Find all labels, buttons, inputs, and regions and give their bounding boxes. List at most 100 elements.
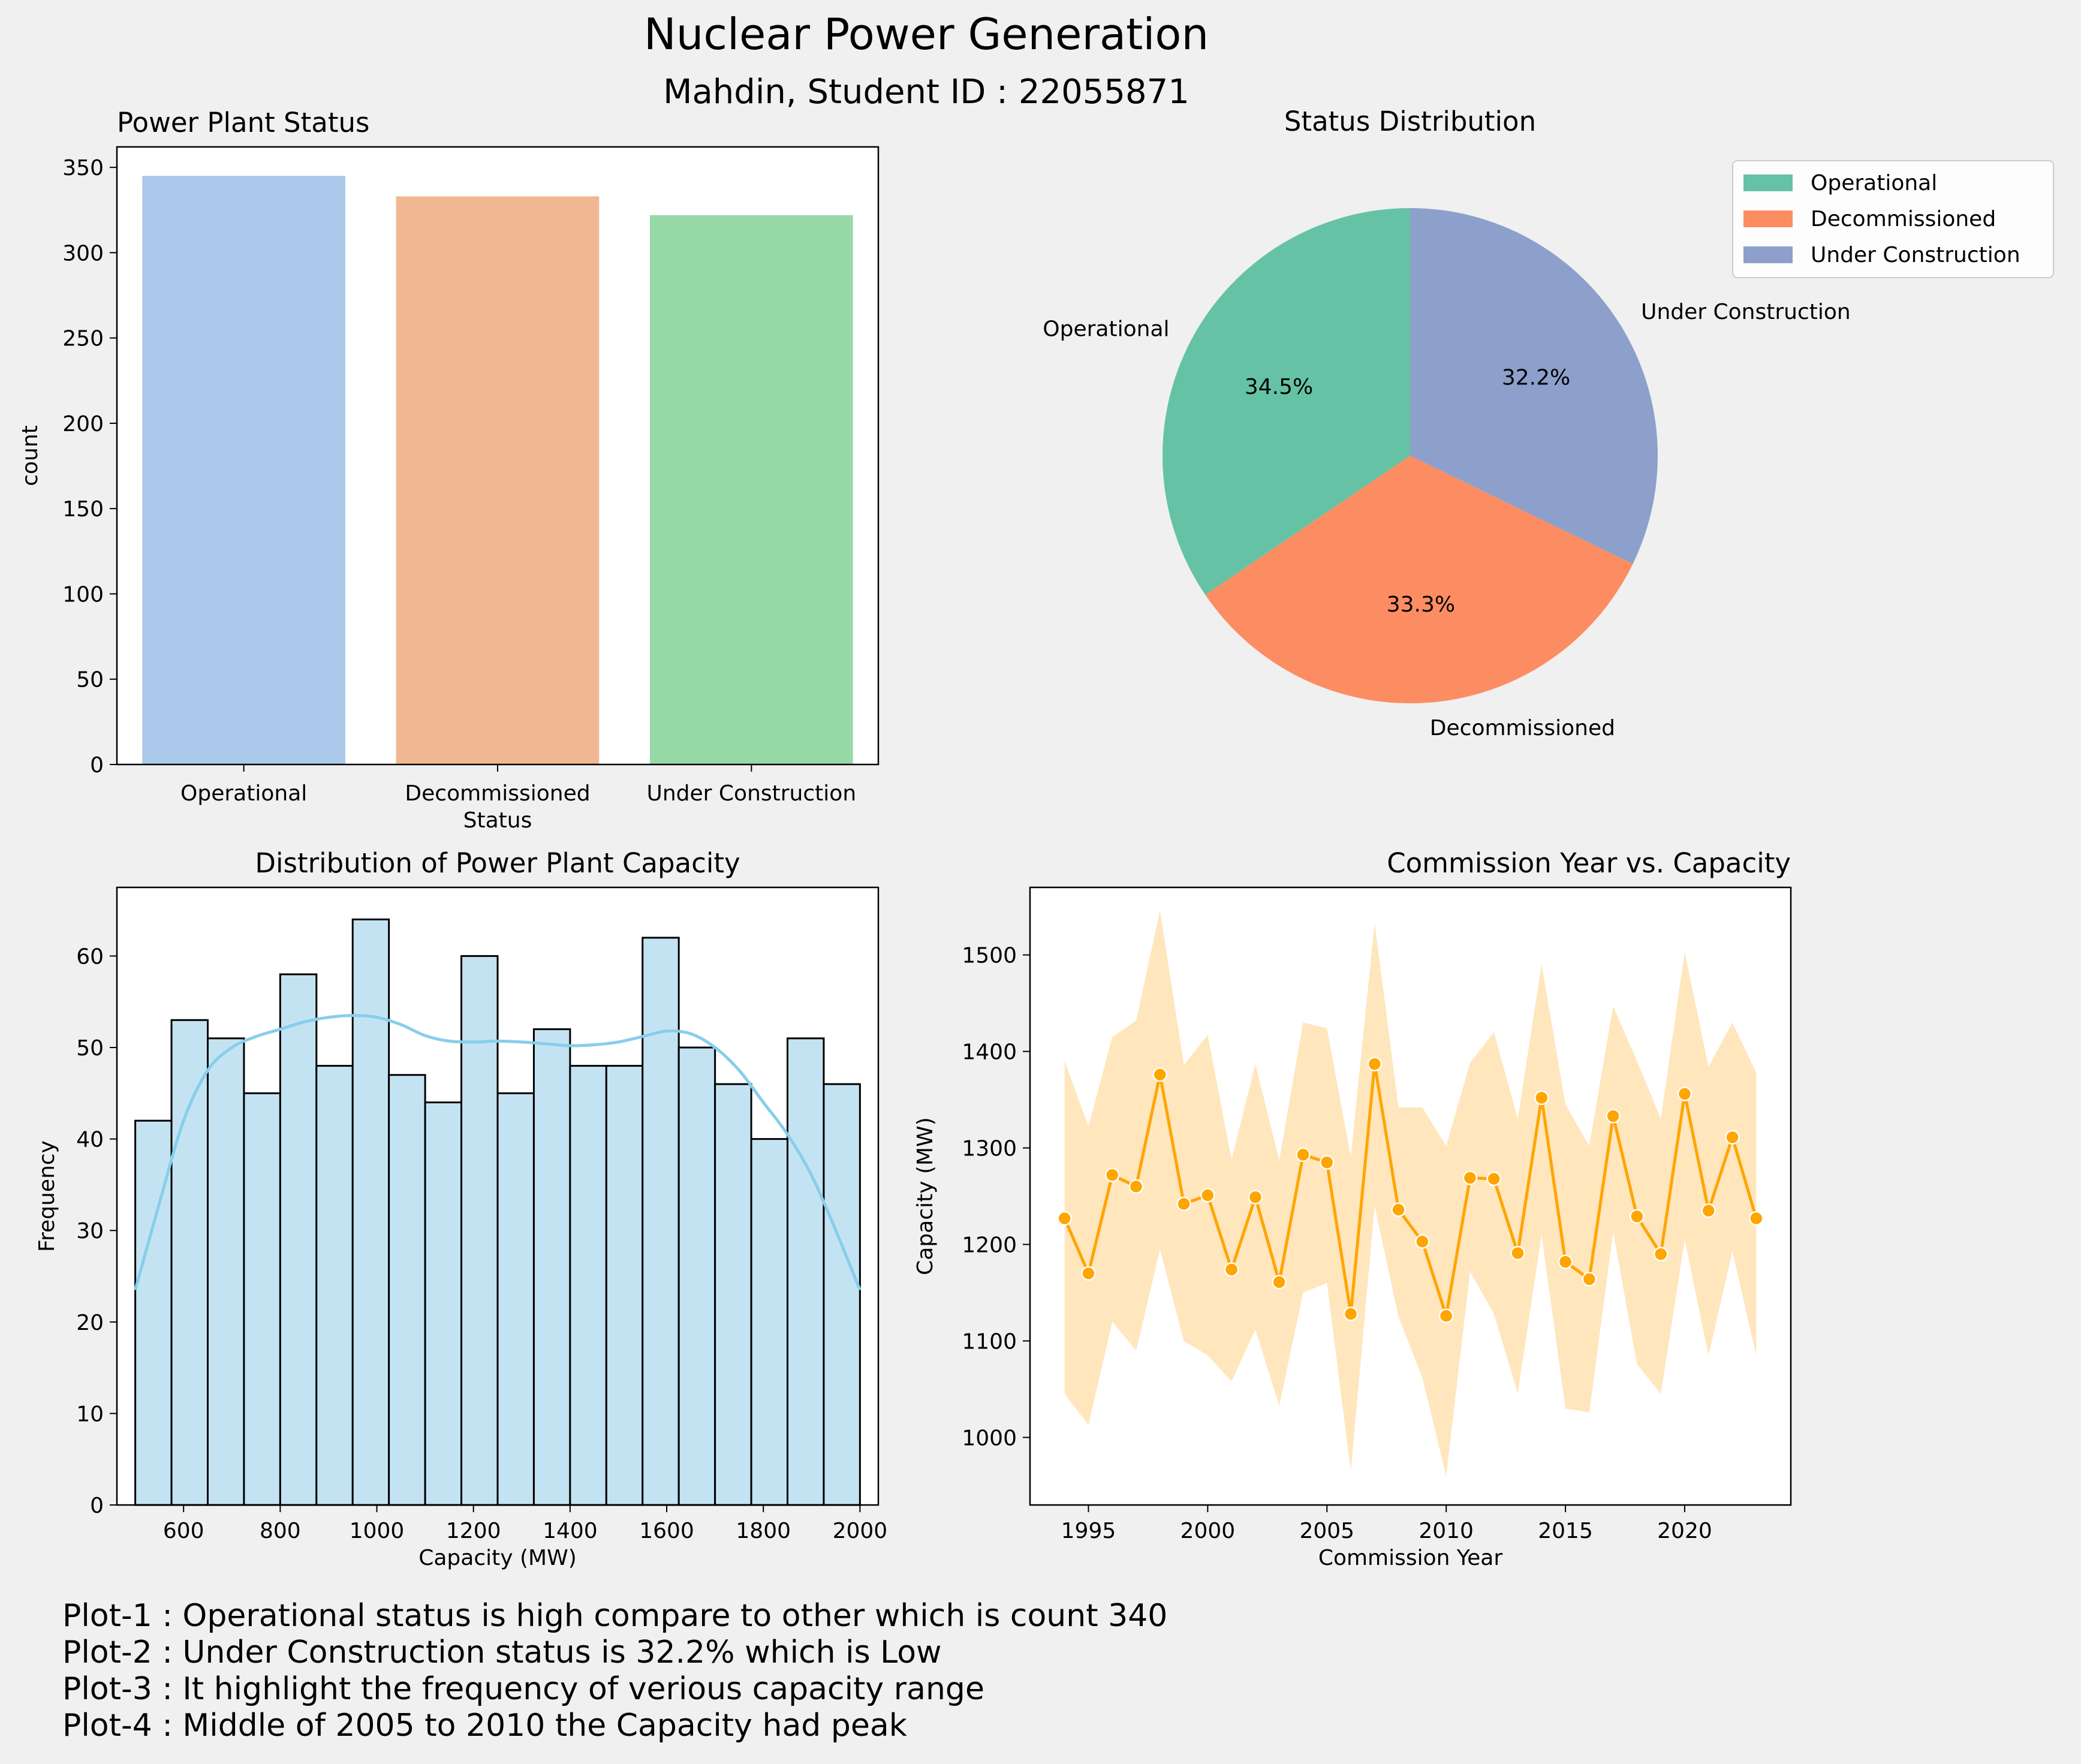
data-point (1224, 1262, 1239, 1277)
y-tick-label: 300 (62, 241, 104, 266)
data-point (1558, 1254, 1573, 1269)
chart-title: Distribution of Power Plant Capacity (255, 847, 740, 879)
data-point (1272, 1274, 1287, 1290)
kde-line (134, 1014, 862, 1291)
capacity-histogram: 600 800 1000 1200 1400 1600 1800 2000 0 10 20 30 40 5… (35, 847, 887, 1570)
data-point (1725, 1130, 1740, 1145)
y-tick-label: 0 (90, 753, 104, 778)
histogram-bar (351, 918, 390, 1506)
y-tick-label: 50 (76, 668, 104, 693)
legend-label: Under Construction (1811, 243, 2020, 267)
legend-label: Operational (1811, 171, 1937, 195)
data-point (1510, 1245, 1525, 1261)
axes-frame (116, 886, 880, 1506)
histogram-bar (677, 1046, 716, 1506)
x-tick-label: Operational (180, 781, 307, 806)
y-tick-label: 1300 (962, 1137, 1017, 1161)
x-tick-label: 1200 (446, 1519, 501, 1543)
x-axis-label: Commission Year (1318, 1546, 1503, 1570)
data-point (1081, 1266, 1096, 1281)
x-tick-label: 2010 (1419, 1519, 1474, 1543)
x-tick-label: Decommissioned (405, 781, 590, 806)
data-point (1438, 1308, 1454, 1323)
legend-box (1732, 160, 2054, 278)
status-pie-chart: 34.5% Operational 33.3% Decommissioned 32.2%… (1043, 106, 2054, 740)
y-tick-label: 1100 (962, 1329, 1017, 1354)
axes-frame (1029, 886, 1792, 1506)
data-point (1486, 1171, 1501, 1187)
y-tick-label: 40 (76, 1128, 104, 1152)
histogram-bar (605, 1065, 644, 1506)
y-tick-label: 20 (76, 1311, 104, 1335)
legend-swatch (1743, 246, 1793, 263)
x-tick-label: 2005 (1299, 1519, 1354, 1543)
legend-swatch (1743, 174, 1793, 191)
y-tick-label: 1200 (962, 1233, 1017, 1257)
histogram-bar (714, 1083, 752, 1506)
data-point (1200, 1188, 1215, 1203)
y-tick-label: 60 (76, 944, 104, 969)
y-tick-label: 50 (76, 1036, 104, 1061)
data-point (1176, 1196, 1191, 1212)
data-point (1248, 1190, 1263, 1205)
x-axis-label: Status (463, 808, 532, 833)
y-axis-label: Frequency (35, 1140, 59, 1252)
histogram-bar (460, 955, 499, 1506)
series-line (1063, 1064, 1758, 1317)
pie-slice (1163, 208, 1410, 595)
histogram-bar (532, 1028, 571, 1506)
x-tick-label: Under Construction (647, 781, 857, 806)
histogram-bar (243, 1092, 281, 1506)
data-point (1653, 1247, 1669, 1262)
y-tick-label: 10 (76, 1402, 104, 1426)
y-tick-label: 200 (62, 412, 104, 437)
note-1: Plot-1 : Operational status is high comp… (62, 1598, 1168, 1634)
histogram-bar (315, 1065, 354, 1506)
data-point (1630, 1209, 1645, 1224)
pie-slice (1205, 456, 1633, 703)
x-tick-label: 2020 (1657, 1519, 1712, 1543)
y-tick-label: 1400 (962, 1040, 1017, 1065)
x-axis-label: Capacity (MW) (418, 1546, 577, 1570)
figure-title: Nuclear Power Generation (644, 9, 1209, 59)
chart-title: Commission Year vs. Capacity (1387, 847, 1791, 879)
data-point (1391, 1202, 1406, 1217)
pie-label: Under Construction (1641, 300, 1851, 324)
histogram-bar (279, 973, 318, 1506)
bar (396, 196, 600, 765)
data-point (1104, 1167, 1120, 1182)
y-tick-label: 250 (62, 327, 104, 351)
data-point (1367, 1056, 1383, 1071)
bar (650, 215, 853, 765)
pie-percent-label: 34.5% (1245, 375, 1313, 399)
x-tick-label: 2015 (1538, 1519, 1593, 1543)
bar (142, 176, 346, 764)
data-point (1343, 1307, 1359, 1322)
data-point (1152, 1067, 1168, 1082)
notes: Plot-1 : Operational status is high comp… (62, 1598, 1167, 1744)
histogram-bar (642, 937, 680, 1506)
note-3: Plot-3 : It highlight the frequency of v… (62, 1671, 984, 1707)
data-point (1534, 1090, 1549, 1106)
legend-label: Decommissioned (1811, 207, 1996, 231)
x-tick-label: 600 (163, 1519, 204, 1543)
histogram-bar (569, 1065, 607, 1506)
chart-title: Power Plant Status (117, 107, 369, 139)
data-point (1749, 1211, 1764, 1226)
axes-frame (116, 146, 880, 766)
histogram-bar (750, 1138, 789, 1506)
pie-percent-label: 32.2% (1502, 366, 1570, 390)
chart-title: Status Distribution (1284, 106, 1536, 137)
x-tick-label: 800 (260, 1519, 301, 1543)
y-axis-label: count (18, 425, 43, 486)
histogram-bar (170, 1019, 209, 1506)
histogram-bar (823, 1083, 861, 1506)
note-2: Plot-2 : Under Construction status is 32… (62, 1634, 942, 1670)
pie-percent-label: 33.3% (1387, 592, 1455, 617)
histogram-bar (206, 1037, 245, 1506)
histogram-bar (496, 1092, 535, 1506)
x-tick-label: 1000 (350, 1519, 405, 1543)
histogram-bar (424, 1101, 463, 1506)
x-tick-label: 1800 (736, 1519, 791, 1543)
